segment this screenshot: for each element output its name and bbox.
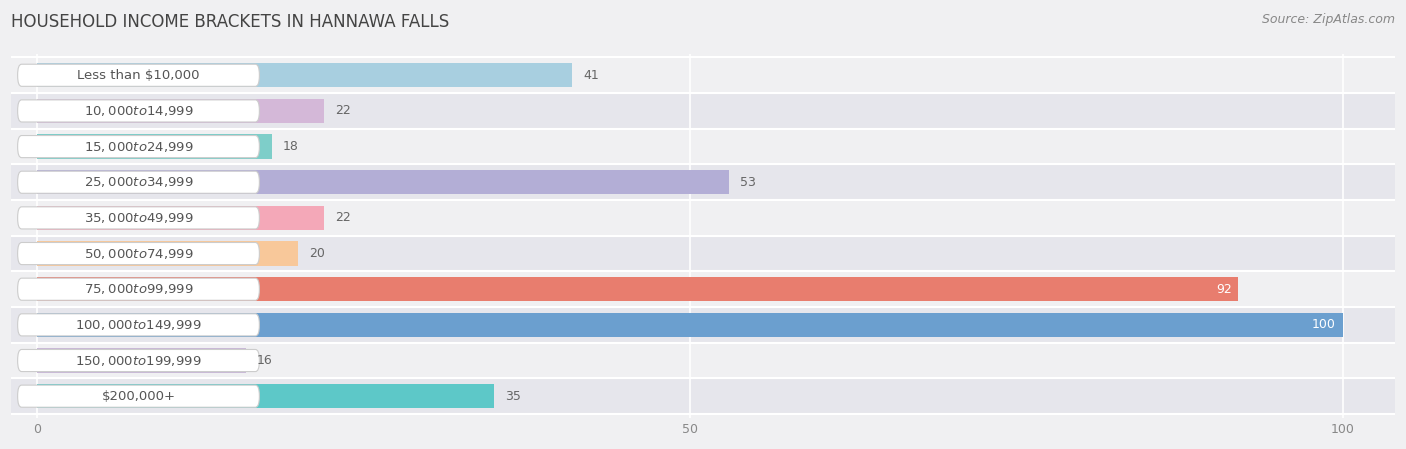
Bar <box>11 57 1395 93</box>
Text: $150,000 to $199,999: $150,000 to $199,999 <box>76 353 202 368</box>
Bar <box>11 307 1395 343</box>
Text: $10,000 to $14,999: $10,000 to $14,999 <box>84 104 194 118</box>
Bar <box>38 348 246 373</box>
Bar <box>11 236 1395 271</box>
FancyBboxPatch shape <box>18 314 259 336</box>
Text: 92: 92 <box>1216 283 1232 296</box>
Bar <box>11 271 1395 307</box>
Bar <box>38 99 325 123</box>
Bar <box>38 134 273 158</box>
Bar <box>11 164 1395 200</box>
Text: 41: 41 <box>583 69 599 82</box>
Text: 100: 100 <box>1312 318 1336 331</box>
Text: 20: 20 <box>309 247 325 260</box>
FancyBboxPatch shape <box>18 100 259 122</box>
FancyBboxPatch shape <box>18 349 259 372</box>
Text: 53: 53 <box>740 176 755 189</box>
Bar <box>38 170 730 194</box>
Bar <box>38 242 298 266</box>
FancyBboxPatch shape <box>18 385 259 407</box>
FancyBboxPatch shape <box>18 64 259 86</box>
Bar <box>11 93 1395 129</box>
Bar <box>11 343 1395 379</box>
Text: $200,000+: $200,000+ <box>101 390 176 403</box>
Text: Less than $10,000: Less than $10,000 <box>77 69 200 82</box>
Text: Source: ZipAtlas.com: Source: ZipAtlas.com <box>1261 13 1395 26</box>
Text: $100,000 to $149,999: $100,000 to $149,999 <box>76 318 202 332</box>
Bar <box>38 384 494 408</box>
Text: $75,000 to $99,999: $75,000 to $99,999 <box>84 282 194 296</box>
Text: 22: 22 <box>335 211 350 224</box>
FancyBboxPatch shape <box>18 136 259 158</box>
Text: 16: 16 <box>257 354 273 367</box>
FancyBboxPatch shape <box>18 278 259 300</box>
Bar <box>11 129 1395 164</box>
Text: $35,000 to $49,999: $35,000 to $49,999 <box>84 211 194 225</box>
Bar <box>38 277 1239 301</box>
FancyBboxPatch shape <box>18 242 259 264</box>
Text: 22: 22 <box>335 105 350 118</box>
Text: HOUSEHOLD INCOME BRACKETS IN HANNAWA FALLS: HOUSEHOLD INCOME BRACKETS IN HANNAWA FAL… <box>11 13 450 31</box>
Text: 18: 18 <box>283 140 298 153</box>
Bar <box>38 206 325 230</box>
FancyBboxPatch shape <box>18 207 259 229</box>
FancyBboxPatch shape <box>18 171 259 194</box>
Text: $15,000 to $24,999: $15,000 to $24,999 <box>84 140 194 154</box>
Text: 35: 35 <box>505 390 520 403</box>
Text: $25,000 to $34,999: $25,000 to $34,999 <box>84 175 194 189</box>
Bar <box>38 313 1343 337</box>
Bar <box>11 379 1395 414</box>
Text: $50,000 to $74,999: $50,000 to $74,999 <box>84 247 194 260</box>
Bar <box>11 200 1395 236</box>
Bar <box>38 63 572 88</box>
